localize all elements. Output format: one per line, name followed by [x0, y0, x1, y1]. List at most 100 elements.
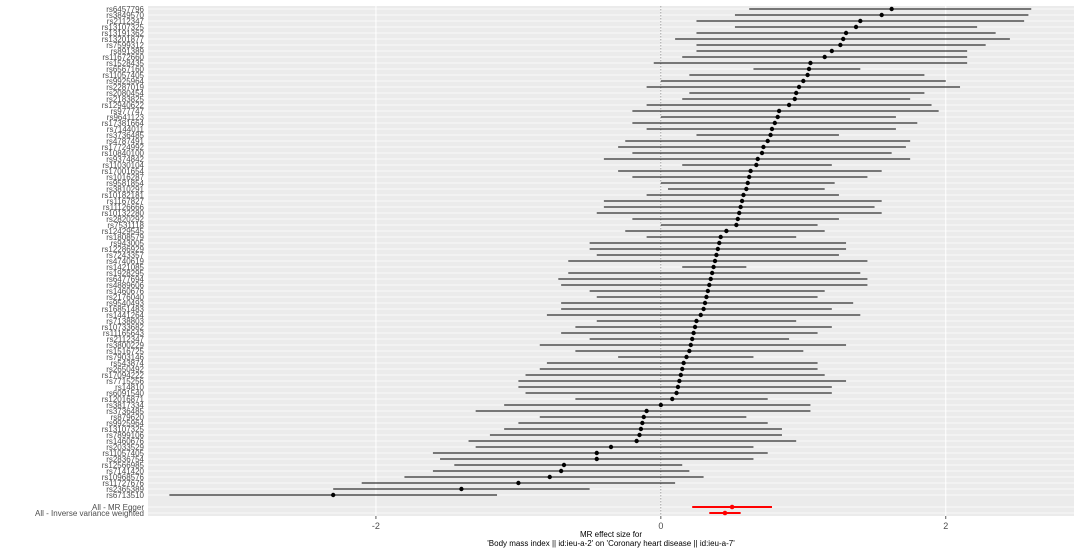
y-axis-label: rs12940622: [102, 101, 145, 110]
snp-estimate-point: [640, 420, 645, 426]
snp-estimate-point: [694, 318, 699, 324]
snp-estimate-point: [670, 396, 675, 402]
y-axis-label: rs11672660: [102, 53, 144, 62]
snp-estimate-point: [748, 168, 753, 174]
snp-estimate-point: [708, 276, 713, 282]
x-axis-title-line2: 'Body mass index || id:ieu-a-2' on 'Coro…: [487, 539, 735, 548]
snp-estimate-point: [680, 366, 685, 372]
snp-estimate-point: [594, 450, 599, 456]
y-axis-label: rs7903146: [106, 353, 144, 362]
snp-estimate-point: [705, 288, 711, 294]
snp-estimate-point: [608, 444, 614, 450]
snp-estimate-point: [838, 42, 843, 48]
summary-label: All - Inverse variance weighted: [35, 509, 144, 518]
summary-label: All - MR Egger: [92, 503, 144, 512]
y-axis-label: rs12286929: [102, 245, 145, 254]
y-axis-label: rs6477694: [106, 275, 144, 284]
y-axis-label: rs9374842: [106, 155, 144, 164]
y-axis-label: rs7144011: [107, 125, 145, 134]
summary-estimate-point: [722, 510, 728, 516]
snp-estimate-point: [692, 324, 698, 330]
snp-estimate-point: [684, 354, 689, 360]
snp-estimate-point: [701, 306, 706, 312]
y-axis-label: rs3736485: [106, 407, 144, 416]
y-axis-label: rs12566985: [102, 461, 145, 470]
y-axis-label: rs943005: [111, 239, 145, 248]
snp-estimate-point: [688, 342, 693, 348]
y-axis-label: rs13191362: [102, 29, 145, 38]
snp-estimate-point: [678, 372, 684, 378]
y-axis-label: rs6713510: [106, 491, 144, 500]
y-axis-label: rs11057405: [102, 449, 144, 458]
y-axis-label: rs1928295: [106, 269, 144, 278]
snp-estimate-point: [822, 54, 827, 60]
y-axis-label: rs879620: [111, 413, 145, 422]
y-axis-label: rs6457796: [106, 5, 144, 14]
y-axis-label: rs7531118: [107, 221, 144, 230]
y-axis-label: rs7599312: [106, 41, 144, 50]
snp-estimate-point: [638, 426, 644, 432]
y-axis-label: rs12429545: [102, 227, 145, 236]
snp-estimate-points: [331, 6, 894, 498]
snp-estimate-point: [677, 378, 682, 384]
snp-estimate-point: [879, 12, 884, 18]
snp-estimate-point: [739, 198, 745, 204]
y-axis-label: rs3736485: [106, 131, 144, 140]
snp-estimate-point: [637, 432, 642, 438]
y-axis-label: rs7243357: [106, 251, 144, 260]
y-axis-label: rs2183825: [106, 95, 144, 104]
x-axis-title-line1: MR effect size for: [580, 530, 642, 539]
snp-estimate-point: [843, 30, 849, 36]
y-axis-label: rs1528435: [106, 59, 144, 68]
y-axis-label: rs3817334: [106, 401, 144, 410]
y-axis-label: rs3810291: [106, 185, 144, 194]
snp-estimate-point: [691, 330, 696, 336]
snp-estimate-point: [741, 192, 746, 198]
y-axis-label: rs2820292: [106, 215, 144, 224]
snp-estimate-point: [634, 438, 639, 444]
snp-estimate-point: [759, 150, 765, 156]
summary-estimates: [692, 504, 772, 516]
y-axis-label: rs543874: [111, 359, 145, 368]
snp-estimate-point: [594, 456, 599, 462]
y-axis-label: rs1460676: [106, 437, 144, 446]
y-axis-label: rs3849570: [106, 11, 144, 20]
snp-estimate-point: [806, 66, 812, 72]
snp-estimate-point: [829, 48, 835, 54]
snp-estimate-point: [641, 414, 646, 420]
y-axis-label: rs7715256: [106, 377, 144, 386]
y-axis-label: rs2836754: [106, 455, 144, 464]
y-axis-label: rs13107325: [102, 23, 145, 32]
snp-estimate-point: [776, 108, 782, 114]
y-axis-label: rs13201877: [102, 35, 145, 44]
y-axis-label: rs7899106: [106, 431, 144, 440]
y-axis-label: rs17724992: [102, 143, 145, 152]
x-axis-tick-label: 0: [658, 521, 663, 531]
snp-estimate-point: [715, 246, 721, 252]
snp-estimate-point: [858, 18, 863, 24]
y-axis-label: rs12016871: [102, 395, 145, 404]
y-axis-label: rs6091540: [106, 389, 144, 398]
y-axis-label: rs2176040: [106, 293, 144, 302]
y-axis-label: rs11030104: [102, 161, 144, 170]
snp-estimate-point: [805, 72, 810, 78]
y-axis-label: rs2033529: [106, 443, 144, 452]
summary-estimate-point: [729, 504, 735, 510]
y-axis-label: rs9581854: [106, 179, 144, 188]
snp-estimate-point: [801, 78, 806, 84]
snp-estimate-point: [765, 138, 770, 144]
snp-estimate-point: [561, 462, 567, 468]
y-axis-label: rs1516725: [106, 347, 144, 356]
y-axis-label: rs10182181: [102, 191, 145, 200]
snp-estimate-point: [707, 282, 712, 288]
snp-estimate-point: [761, 144, 766, 150]
y-axis-label: rs13107325: [102, 425, 145, 434]
snp-estimate-point: [712, 258, 718, 264]
snp-estimate-point: [841, 36, 846, 42]
y-axis-label: rs9641123: [107, 113, 145, 122]
snp-estimate-point: [792, 96, 797, 102]
snp-estimate-point: [796, 84, 802, 90]
x-axis-ticks: -2 0 2: [372, 516, 948, 531]
snp-estimate-point: [459, 486, 464, 492]
snp-estimate-point: [675, 384, 681, 390]
